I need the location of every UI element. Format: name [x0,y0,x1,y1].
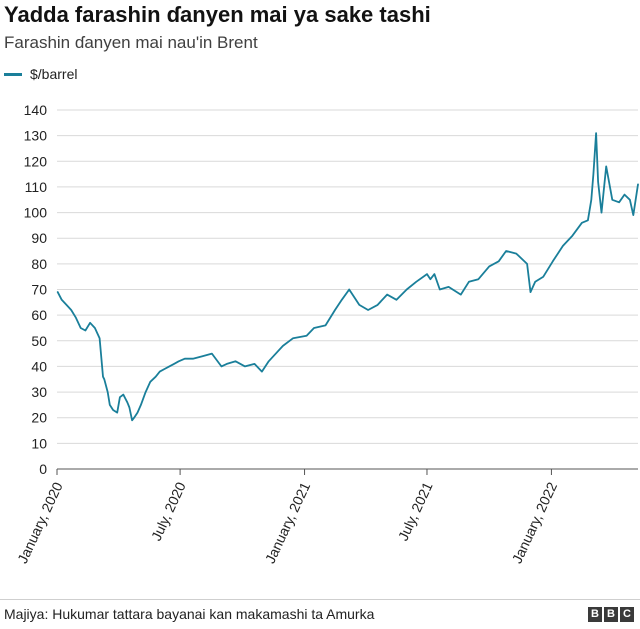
y-tick-label: 0 [39,461,47,477]
y-tick-label: 100 [24,205,48,221]
line-chart: 0 10 20 30 40 50 60 70 80 90 100 110 120 130 140 Januar… [14,102,639,566]
legend-label: $/barrel [30,66,78,82]
y-tick-label: 70 [31,282,47,298]
x-tick-label: January, 2020 [14,479,66,565]
bbc-logo-letter: B [604,607,618,622]
y-tick-label: 60 [31,307,47,323]
x-tick-label: January, 2021 [262,479,314,565]
bbc-logo-letter: C [620,607,634,622]
y-tick-label: 30 [31,384,47,400]
y-tick-label: 10 [31,435,47,451]
y-tick-label: 50 [31,333,47,349]
legend-swatch [4,72,22,76]
bbc-logo-letter: B [588,607,602,622]
x-tick-label: January, 2022 [509,479,561,565]
source-note: Majiya: Hukumar tattara bayanai kan maka… [4,606,375,622]
y-tick-label: 40 [31,358,47,374]
x-tick-label: July, 2020 [148,479,189,543]
y-tick-label: 20 [31,410,47,426]
chart-subtitle: Farashin ɗanyen mai nau'in Brent [4,33,258,52]
y-tick-label: 130 [24,128,48,144]
series-line [56,132,639,422]
footer-divider [0,599,640,600]
y-tick-label: 110 [25,179,48,195]
y-tick-label: 140 [24,102,48,118]
bbc-logo: B B C [588,607,634,622]
x-tick-label: July, 2021 [395,479,436,543]
y-tick-label: 120 [24,153,48,169]
legend: $/barrel [4,66,77,82]
chart-title: Yadda farashin ɗanyen mai ya sake tashi [4,2,431,27]
y-tick-label: 80 [31,256,47,272]
y-tick-label: 90 [31,230,47,246]
